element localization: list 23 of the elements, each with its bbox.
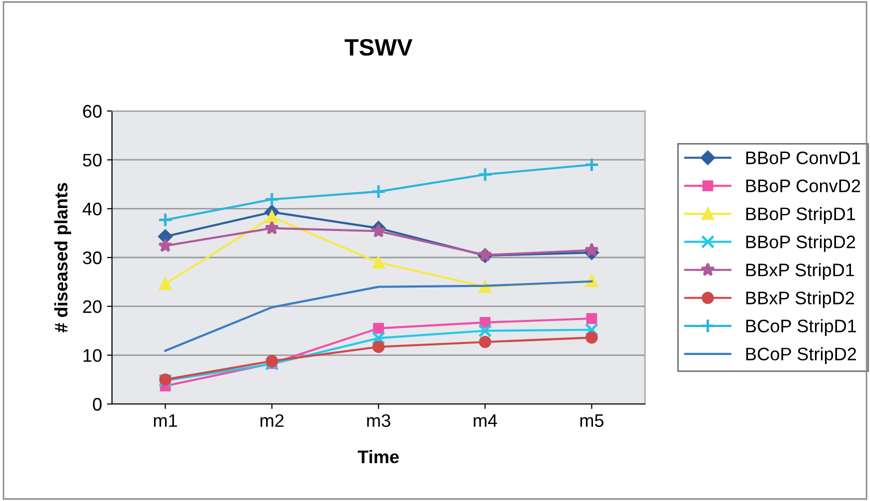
chart-title: TSWV [344,38,412,56]
legend-label: BCoP StripD2 [746,347,856,364]
x-tick-label: m1 [154,414,177,427]
legend-label: BBoP StripD2 [746,235,855,252]
legend-label: BBoP ConvD1 [746,151,860,164]
x-tick-label: m4 [474,414,498,427]
x-axis-title: Time [358,450,399,464]
x-tick-label: m5 [580,414,604,427]
y-tick-label: 0 [92,398,102,411]
x-tick-label: m2 [260,414,284,427]
y-tick-label: 30 [82,251,102,264]
x-tick-label: m3 [367,414,390,427]
y-tick-label: 50 [82,154,102,167]
legend-label: BBoP StripD1 [746,207,856,224]
legend-label: BCoP StripD1 [746,319,856,336]
y-axis-title: # diseased plants [54,182,72,332]
legend-label: BBxP StripD2 [746,291,854,308]
legend-label: BBoP ConvD2 [746,179,860,192]
y-tick-label: 20 [83,300,102,314]
y-tick-label: 10 [84,349,102,362]
legend-label: BBxP StripD1 [746,263,854,280]
y-tick-label: 40 [82,202,102,216]
y-tick-label: 60 [83,104,102,118]
